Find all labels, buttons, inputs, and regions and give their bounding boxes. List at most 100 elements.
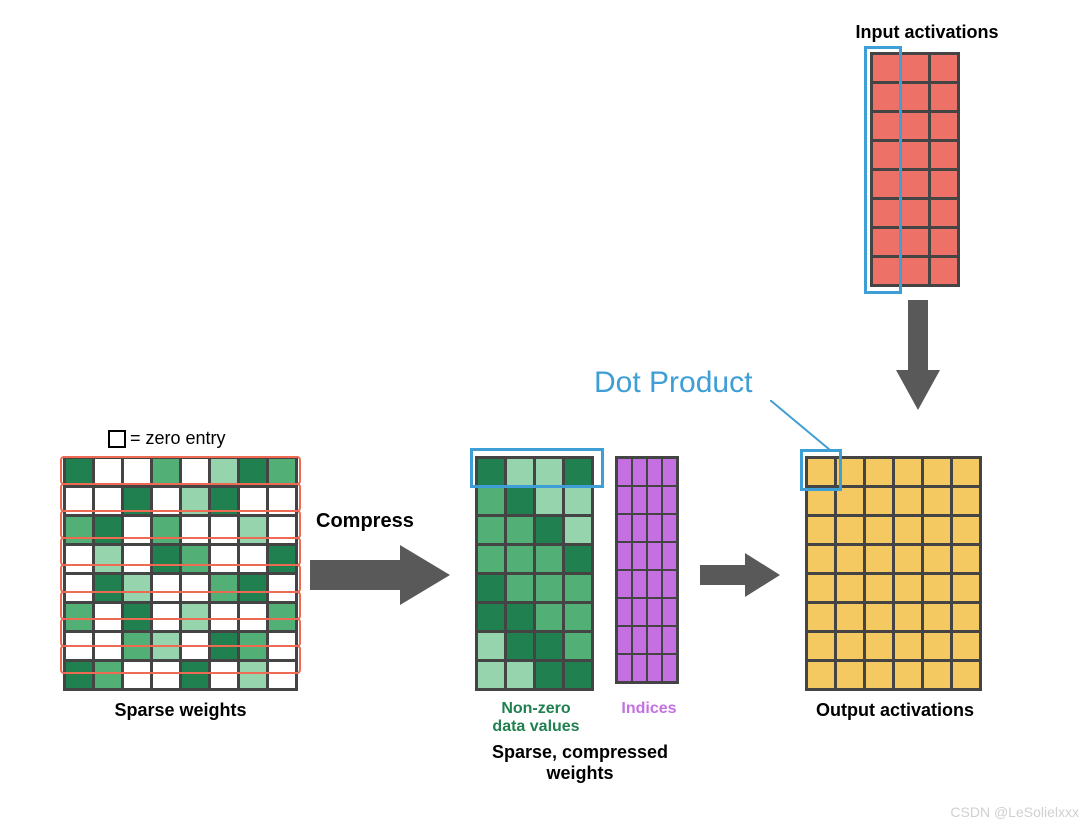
output-cell <box>808 488 834 514</box>
index-cell <box>663 571 676 597</box>
output-cell <box>866 604 892 630</box>
index-cell <box>618 543 631 569</box>
index-cell <box>618 571 631 597</box>
output-cell <box>895 546 921 572</box>
index-cell <box>618 487 631 513</box>
sparse-row-highlight <box>60 456 301 485</box>
index-cell <box>648 599 661 625</box>
to-output-arrow <box>700 550 780 600</box>
nonzero-cell <box>478 546 504 572</box>
output-cell <box>953 633 979 659</box>
index-cell <box>648 459 661 485</box>
output-cell <box>895 662 921 688</box>
nonzero-cell <box>478 517 504 543</box>
input-cell <box>873 113 899 139</box>
input-cell <box>902 229 928 255</box>
output-cell <box>924 575 950 601</box>
sparse-row-highlight <box>60 618 301 647</box>
index-cell <box>618 627 631 653</box>
input-cell <box>873 142 899 168</box>
nonzero-cell <box>507 517 533 543</box>
output-cell <box>953 459 979 485</box>
nonzero-cell <box>536 662 562 688</box>
indices-grid <box>615 456 679 684</box>
nonzero-cell <box>536 575 562 601</box>
nonzero-cell <box>536 459 562 485</box>
index-cell <box>633 487 646 513</box>
index-cell <box>633 543 646 569</box>
output-cell <box>895 459 921 485</box>
sparse-row-highlight <box>60 483 301 512</box>
indices-label: Indices <box>615 700 683 718</box>
nonzero-cell <box>507 662 533 688</box>
input-cell <box>902 142 928 168</box>
output-cell <box>866 517 892 543</box>
index-cell <box>648 543 661 569</box>
nonzero-cell <box>565 459 591 485</box>
output-cell <box>924 459 950 485</box>
nonzero-cell <box>478 488 504 514</box>
input-cell <box>902 258 928 284</box>
index-cell <box>618 599 631 625</box>
output-cell <box>837 517 863 543</box>
output-cell <box>953 604 979 630</box>
output-cell <box>924 517 950 543</box>
nonzero-cell <box>536 633 562 659</box>
input-cell <box>931 113 957 139</box>
output-cell <box>895 604 921 630</box>
output-cell <box>837 633 863 659</box>
index-cell <box>633 627 646 653</box>
output-cell <box>953 662 979 688</box>
index-cell <box>663 599 676 625</box>
output-cell <box>895 488 921 514</box>
nonzero-cell <box>565 575 591 601</box>
nonzero-cell <box>478 633 504 659</box>
nonzero-cell <box>565 662 591 688</box>
nonzero-cell <box>536 546 562 572</box>
index-cell <box>618 515 631 541</box>
output-cell <box>866 459 892 485</box>
output-cell <box>837 604 863 630</box>
nonzero-cell <box>536 604 562 630</box>
nonzero-cell <box>536 517 562 543</box>
input-cell <box>931 171 957 197</box>
sparse-compressed-label: Sparse, compressed weights <box>460 742 700 784</box>
output-cell <box>808 517 834 543</box>
watermark: CSDN @LeSolielxxx <box>950 804 1079 820</box>
sparse-row-highlight <box>60 591 301 620</box>
nonzero-cell <box>507 488 533 514</box>
input-cell <box>902 171 928 197</box>
nonzero-cell <box>507 546 533 572</box>
input-cell <box>931 200 957 226</box>
output-cell <box>866 546 892 572</box>
nonzero-cell <box>536 488 562 514</box>
index-cell <box>648 655 661 681</box>
input-cell <box>873 258 899 284</box>
dot-product-callout <box>770 400 840 460</box>
nonzero-cell <box>565 604 591 630</box>
output-cell <box>953 575 979 601</box>
legend-text: = zero entry <box>130 428 226 449</box>
nonzero-cell <box>565 517 591 543</box>
nonzero-cell <box>565 488 591 514</box>
nonzero-grid <box>475 456 594 691</box>
output-cell <box>808 604 834 630</box>
output-cell <box>953 517 979 543</box>
sparse-weights-label: Sparse weights <box>63 700 298 721</box>
input-cell <box>873 229 899 255</box>
output-cell <box>837 459 863 485</box>
nonzero-label: Non-zero data values <box>461 700 611 736</box>
input-activations-grid <box>870 52 960 287</box>
output-cell <box>808 459 834 485</box>
output-cell <box>924 546 950 572</box>
input-cell <box>931 55 957 81</box>
output-cell <box>837 546 863 572</box>
output-cell <box>866 662 892 688</box>
output-cell <box>895 517 921 543</box>
index-cell <box>663 459 676 485</box>
input-cell <box>931 84 957 110</box>
index-cell <box>663 487 676 513</box>
output-cell <box>924 488 950 514</box>
index-cell <box>663 655 676 681</box>
index-cell <box>633 515 646 541</box>
